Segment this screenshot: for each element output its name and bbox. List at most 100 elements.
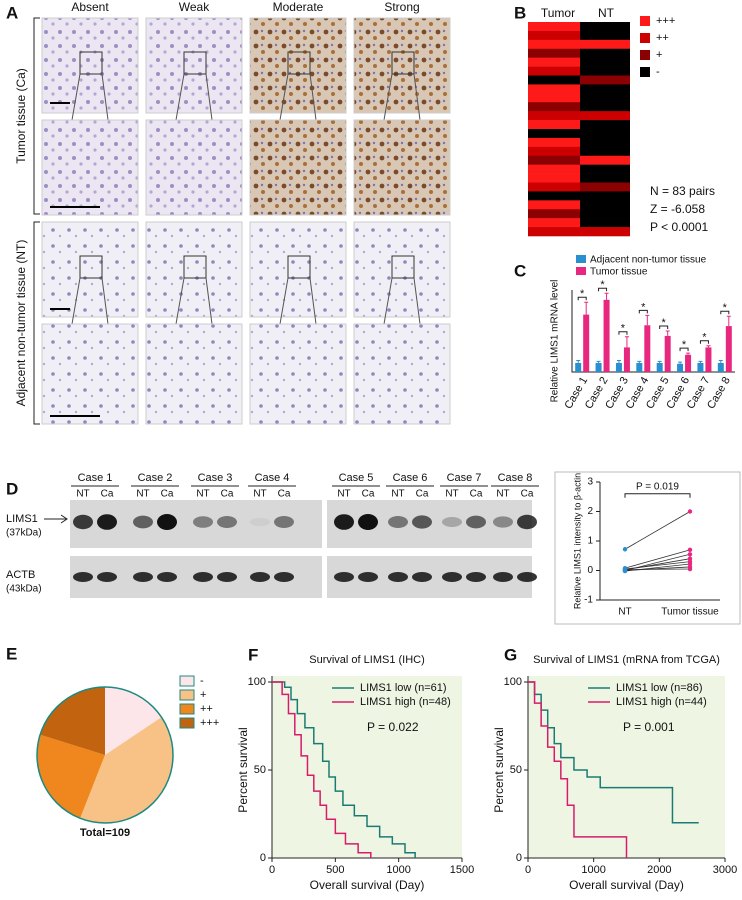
band <box>73 572 93 582</box>
case-label: Case 4 <box>255 472 290 484</box>
heatmap-row <box>580 66 630 76</box>
case-label: Case 3 <box>198 472 233 484</box>
row-bracket <box>33 221 40 425</box>
x-tick-label: 500 <box>326 864 344 876</box>
bar <box>575 362 582 372</box>
heatmap-row <box>528 84 580 94</box>
lane-label: NT <box>136 489 149 500</box>
significance-mark: * <box>702 332 707 344</box>
lane-label: NT <box>196 489 209 500</box>
y-tick-label: 50 <box>254 764 266 776</box>
bar <box>623 347 630 372</box>
column-header: Absent <box>71 0 109 14</box>
point <box>687 552 693 557</box>
zoom-box <box>183 255 207 279</box>
band <box>97 514 117 530</box>
case-label: Case 7 <box>447 472 482 484</box>
heatmap-column: NT <box>598 6 615 20</box>
bar <box>595 362 602 372</box>
heatmap-row <box>580 48 630 58</box>
survival-curve <box>272 681 416 858</box>
heatmap-row <box>528 66 580 76</box>
heatmap-row <box>528 93 580 103</box>
heatmap-row <box>580 75 630 85</box>
legend-label: + <box>200 689 206 701</box>
error-bar <box>604 292 609 300</box>
error-bar <box>678 361 683 364</box>
lane-label: NT <box>445 489 458 500</box>
error-bar <box>698 360 703 363</box>
heatmap-row <box>528 155 580 165</box>
lane-label: Ca <box>278 489 291 500</box>
case-label: Case 2 <box>138 472 173 484</box>
panel-label: C <box>514 261 526 280</box>
heatmap-row <box>528 111 580 121</box>
zoom-line <box>101 73 109 121</box>
y-axis-label: Percent survival <box>492 727 506 812</box>
heatmap-row <box>580 209 630 219</box>
heatmap-row <box>528 218 580 228</box>
legend-swatch <box>179 675 195 687</box>
error-bar <box>706 345 711 348</box>
tissue-image <box>145 119 243 216</box>
case-label: Case 8 <box>498 472 533 484</box>
case-label: Case 1 <box>78 472 113 484</box>
y-tick-label: 50 <box>510 764 522 776</box>
p-value: P = 0.001 <box>623 720 675 734</box>
zoom-line <box>205 73 213 121</box>
heatmap-row <box>580 93 630 103</box>
error-bar <box>686 352 691 355</box>
significance-bracket <box>659 325 669 329</box>
band <box>250 572 270 582</box>
band <box>157 572 177 582</box>
tissue-image <box>249 323 347 425</box>
tissue-image <box>249 119 347 216</box>
x-tick-label: 3000 <box>713 864 737 876</box>
significance-bracket <box>577 296 587 301</box>
y-tick-label: 0 <box>260 852 266 864</box>
point <box>622 567 628 572</box>
column-header: Moderate <box>273 0 324 14</box>
heatmap-row <box>580 137 630 148</box>
band <box>517 572 537 582</box>
bar <box>677 363 684 372</box>
lane-label: NT <box>496 489 509 500</box>
zoom-line <box>383 73 393 121</box>
heatmap-row <box>528 182 580 192</box>
tissue-image <box>353 221 451 318</box>
significance-bracket <box>598 287 608 292</box>
legend-label: ++ <box>200 703 213 715</box>
zoom-line <box>71 277 81 325</box>
x-tick-label: 0 <box>525 864 531 876</box>
bar <box>685 354 692 372</box>
error-bar <box>576 360 581 363</box>
bar <box>644 325 651 372</box>
pie-slice <box>105 687 162 755</box>
band <box>388 516 408 528</box>
plot-background <box>272 676 462 858</box>
pie-outline <box>36 686 174 824</box>
heatmap-column: Tumor <box>541 6 575 20</box>
zoom-box <box>287 255 311 279</box>
error-bar <box>726 315 731 327</box>
legend-label: ++ <box>656 32 669 44</box>
heatmap-row <box>580 227 630 237</box>
case-label: Case 5 <box>339 472 374 484</box>
x-tick-label: 1000 <box>581 864 605 876</box>
band <box>358 572 378 582</box>
bar <box>636 362 643 372</box>
error-bar <box>665 330 670 336</box>
band <box>250 517 270 527</box>
error-bar <box>596 360 601 363</box>
statistic: P < 0.0001 <box>650 220 708 234</box>
significance-mark: * <box>662 317 667 329</box>
band <box>466 515 486 529</box>
y-axis-label: Relative LIMS1 mRNA level <box>550 280 561 403</box>
heatmap-row <box>528 120 580 130</box>
zoom-line <box>175 73 185 121</box>
x-tick-label: 0 <box>269 864 275 876</box>
zoom-line <box>279 73 289 121</box>
legend-swatch <box>640 33 650 43</box>
pie-slice <box>40 687 105 755</box>
x-tick-label: 1500 <box>450 864 474 876</box>
